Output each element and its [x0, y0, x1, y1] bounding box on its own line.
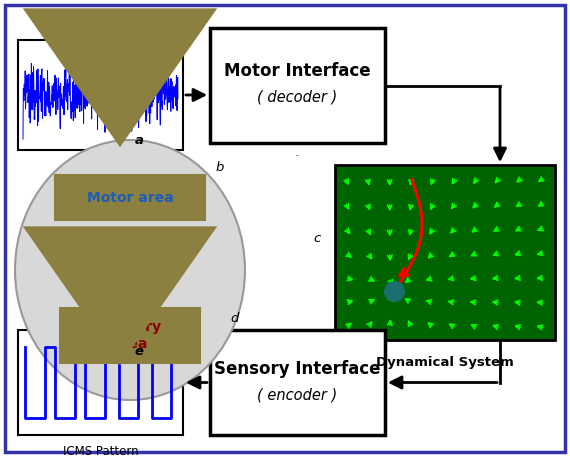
Text: Neuronal activity: Neuronal activity [50, 21, 151, 34]
Text: Motor Interface: Motor Interface [224, 63, 371, 80]
Bar [210, 28, 385, 143]
Text: a: a [135, 133, 144, 147]
Text: b: b [216, 161, 224, 174]
Text: e: e [135, 345, 144, 358]
Ellipse shape [15, 140, 245, 400]
Bar [55, 175, 205, 220]
Text: d: d [231, 312, 239, 325]
Bar [210, 330, 385, 435]
Text: Rat Brain: Rat Brain [93, 273, 166, 287]
Text: ( encoder ): ( encoder ) [258, 387, 337, 402]
Text: Sensory
area: Sensory area [99, 320, 161, 351]
Bar [335, 165, 555, 340]
Bar [18, 40, 183, 150]
Text: c: c [314, 232, 320, 245]
Text: Dynamical System: Dynamical System [376, 356, 514, 369]
Bar [60, 308, 200, 363]
Text: ( decoder ): ( decoder ) [258, 90, 337, 105]
Bar [18, 330, 183, 435]
Text: ICMS Pattern: ICMS Pattern [63, 445, 139, 457]
Text: 0.435: 0.435 [295, 155, 299, 156]
Text: Sensory Interface: Sensory Interface [214, 360, 381, 377]
Text: Motor area: Motor area [87, 191, 173, 204]
